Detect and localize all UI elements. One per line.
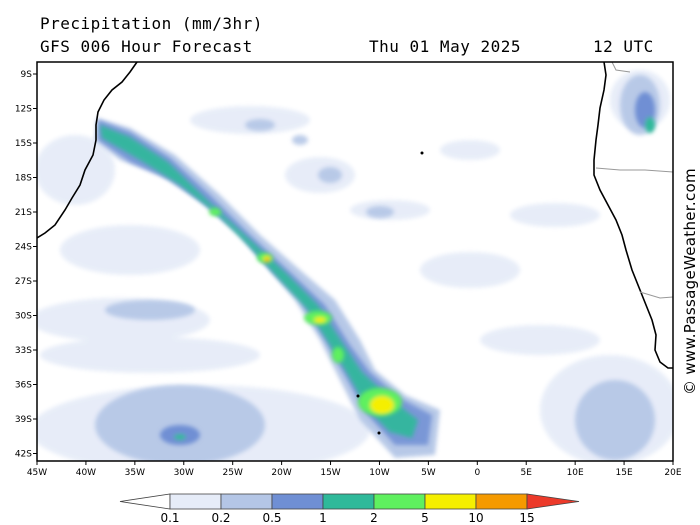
legend-swatch [373, 493, 426, 510]
map-frame [36, 61, 674, 462]
island-gough [377, 431, 381, 435]
map-title: Precipitation (mm/3hr) [40, 14, 263, 33]
lat-tick-label: 9S [21, 70, 33, 80]
lon-tick-label: 20E [664, 468, 681, 478]
lon-tick-label: 5W [421, 468, 436, 478]
legend-label: 5 [421, 511, 429, 525]
country-border-namibia-south-africa [639, 291, 673, 299]
forecast-model: GFS 006 Hour Forecast [40, 37, 253, 56]
lon-tick-label: 35W [125, 468, 145, 478]
legend-label: 0.2 [211, 511, 230, 525]
lat-tick-label: 30S [15, 312, 32, 322]
legend-label: 0.1 [160, 511, 179, 525]
island-st-helena [420, 151, 424, 155]
lat-tick-label: 21S [15, 208, 32, 218]
lat-tick-label: 39S [15, 415, 32, 425]
legend-swatch [169, 493, 222, 510]
credit-text: © www.PassageWeather.com [681, 168, 699, 395]
lat-tick-label: 27S [15, 277, 32, 287]
legend-label: 15 [519, 511, 534, 525]
lon-tick-label: 0 [474, 468, 480, 478]
longitude-axis: 45W 40W 35W 30W 25W 20W 15W 10W 5W 0 5E 10E 15E 20E [27, 461, 682, 478]
legend-swatch [475, 493, 528, 510]
legend-label: 2 [370, 511, 378, 525]
lat-tick-label: 42S [15, 450, 32, 460]
forecast-date: Thu 01 May 2025 [369, 37, 521, 56]
lat-tick-label: 12S [15, 105, 32, 115]
lat-tick-label: 18S [15, 174, 32, 184]
precip-east-cells [160, 92, 655, 445]
lat-tick-label: 24S [15, 243, 32, 253]
lon-tick-label: 10E [567, 468, 584, 478]
precip-field [37, 62, 673, 461]
lon-tick-label: 10W [369, 468, 389, 478]
legend-label: 0.5 [262, 511, 281, 525]
legend-label: 1 [319, 511, 327, 525]
legend-swatch [424, 493, 477, 510]
lon-tick-label: 45W [27, 468, 47, 478]
lat-tick-label: 15S [15, 139, 32, 149]
heavy-precip-cells [209, 208, 402, 416]
precip-legend: 0.1 0.2 0.5 1 2 5 10 15 [119, 493, 580, 525]
lat-tick-label: 36S [15, 381, 32, 391]
forecast-time: 12 UTC [593, 37, 654, 56]
lon-tick-label: 5E [521, 468, 533, 478]
island-tristan-da-cunha [356, 394, 360, 398]
country-border-angola-namibia [595, 167, 673, 173]
legend-arrow-low [119, 493, 171, 510]
lon-tick-label: 15W [320, 468, 340, 478]
legend-label: 10 [468, 511, 483, 525]
legend-swatch [220, 493, 273, 510]
lon-tick-label: 30W [174, 468, 194, 478]
lon-tick-label: 20W [271, 468, 291, 478]
africa-coastline [593, 62, 673, 369]
latitude-axis: 9S 12S 15S 18S 21S 24S 27S 30S 33S 36S 39S 42S [15, 70, 37, 460]
legend-swatch [271, 493, 324, 510]
lat-tick-label: 33S [15, 346, 32, 356]
lon-tick-label: 40W [76, 468, 96, 478]
south-america-coastline [37, 62, 138, 239]
lon-tick-label: 15E [616, 468, 633, 478]
lon-tick-label: 25W [223, 468, 243, 478]
legend-arrow-high [526, 493, 580, 510]
legend-swatch [322, 493, 375, 510]
country-border-southern-africa [611, 62, 631, 73]
